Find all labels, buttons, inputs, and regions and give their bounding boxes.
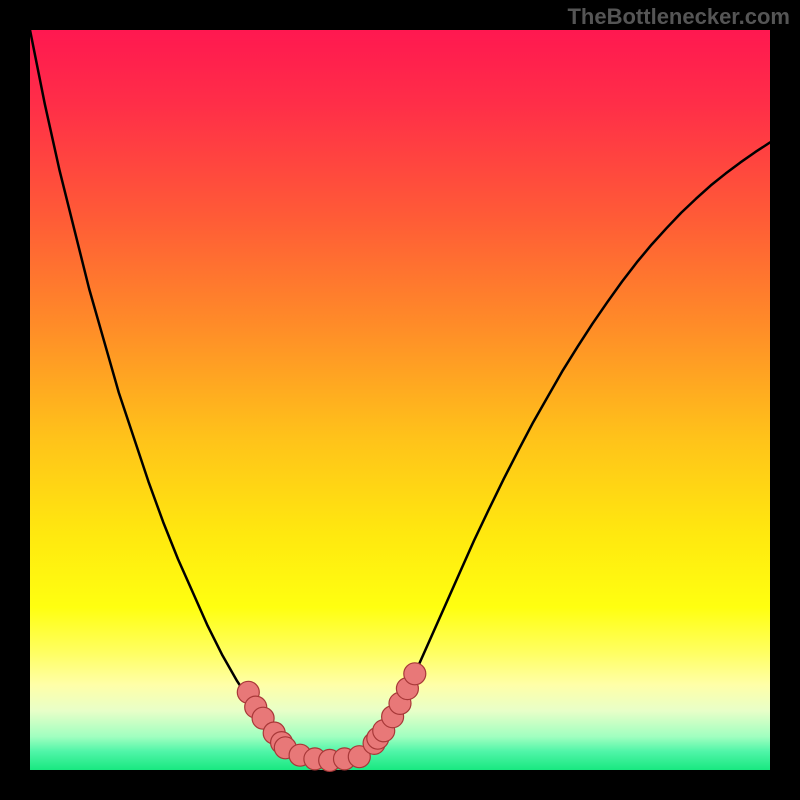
chart-container: TheBottlenecker.com [0,0,800,800]
watermark-text: TheBottlenecker.com [567,4,790,30]
bottleneck-chart [0,0,800,800]
